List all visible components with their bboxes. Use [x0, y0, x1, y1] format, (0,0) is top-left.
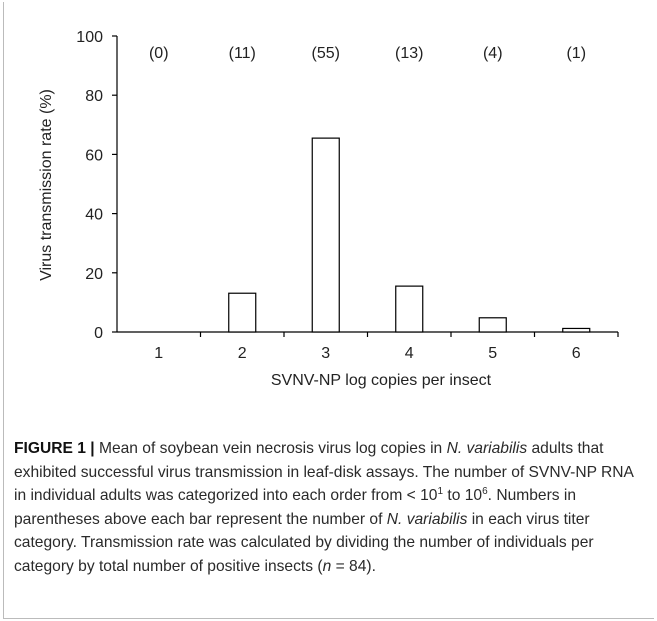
y-tick-label: 80 [85, 88, 103, 105]
chart-bars [228, 137, 591, 333]
bar-count-label: (1) [566, 45, 586, 62]
bar [478, 317, 507, 333]
caption-text: adults that exhibited successful virus t… [14, 440, 634, 505]
bar-count-label: (55) [312, 45, 340, 62]
bar-count-label: (11) [229, 45, 256, 62]
bar [311, 137, 340, 333]
x-tick-label: 4 [405, 345, 414, 362]
caption-text: in each virus titer category. Transmissi… [14, 510, 594, 575]
y-tick-label: 0 [94, 325, 103, 342]
sample-size-symbol: n [322, 557, 332, 575]
x-tick-label: 3 [321, 345, 330, 362]
y-tick-label: 100 [76, 29, 103, 46]
y-tick-label: 20 [85, 266, 103, 283]
caption-text: 10 [420, 487, 438, 505]
chart-axes [112, 35, 619, 337]
caption-text: . Numbers in parentheses above each bar … [14, 487, 577, 528]
y-tick-label: 40 [85, 207, 103, 224]
bar [562, 327, 591, 333]
caption-text: to [447, 487, 461, 505]
caption-text: = 84). [335, 557, 376, 575]
caption-text: 10 [464, 487, 483, 505]
superscript: 1 [437, 486, 444, 498]
x-tick-label: 5 [488, 345, 497, 362]
figure-caption: FIGURE 1 | Mean of soybean vein necrosis… [14, 437, 640, 579]
chart-labels: 0 20 40 60 80 100 1 (0) 2 (11) 3 (55) 4 (13) 5 (4) 6 (1) [76, 29, 586, 362]
superscript: 6 [482, 486, 488, 498]
x-tick-label: 6 [572, 345, 581, 362]
bar-chart: 0204060801001(0)2(11)3(55)4(13)5(4)6(1) … [38, 29, 619, 389]
bar-count-label: (0) [149, 45, 169, 62]
bar-count-label: (4) [483, 45, 503, 62]
figure-frame [3, 2, 654, 619]
x-axis-title: SVNV-NP log copies per insect [271, 372, 492, 389]
figure-label: FIGURE 1 | [14, 440, 95, 457]
bar [395, 285, 424, 333]
species-name: N. variabilis [446, 440, 528, 457]
bar [228, 292, 257, 333]
x-tick-label: 1 [154, 345, 163, 362]
species-name: N. variabilis [386, 510, 468, 528]
bar-count-label: (13) [395, 45, 423, 62]
x-tick-label: 2 [238, 345, 247, 362]
caption-text: Mean of soybean vein necrosis virus log … [98, 440, 443, 457]
y-tick-label: 60 [85, 147, 103, 164]
y-axis-title: Virus transmission rate (%) [38, 89, 55, 281]
